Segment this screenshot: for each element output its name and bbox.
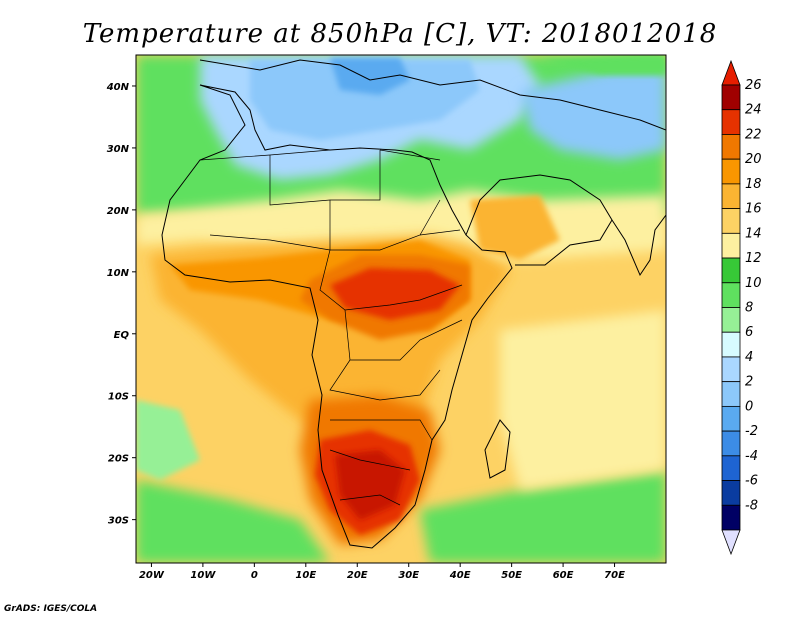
lon-tick-label: 70E: [604, 570, 625, 581]
colorbar-label: 12: [745, 251, 762, 266]
colorbar-swatch: [721, 257, 741, 284]
colorbar-label: 16: [745, 202, 762, 217]
colorbar-top-arrow: [721, 59, 741, 86]
lat-tick-label: 10N: [107, 268, 130, 279]
lat-tick-label: 20N: [107, 206, 130, 217]
longitude-axis: 20W 10W 0 10E 20E 30E 40E 50E 60E 70E: [139, 563, 625, 581]
colorbar-swatch: [721, 331, 741, 358]
lon-tick-label: 0: [251, 570, 258, 581]
map-frame: [135, 54, 667, 564]
colorbar-label: 2: [745, 375, 753, 390]
credit-text: GrADS: IGES/COLA: [4, 604, 98, 614]
colorbar-swatch: [721, 232, 741, 259]
colorbar-label: -8: [745, 498, 758, 513]
colorbar-swatch: [721, 158, 741, 185]
lat-tick-label: 30S: [108, 516, 129, 527]
lon-tick-label: 30E: [398, 570, 419, 581]
colorbar-label: -2: [745, 424, 758, 439]
colorbar-label: 4: [745, 350, 753, 365]
lon-tick-label: 40E: [449, 570, 471, 581]
temperature-field: [136, 55, 666, 563]
colorbar-swatch: [721, 405, 741, 432]
colorbar-swatch: [721, 480, 741, 506]
figure-title: Temperature at 850hPa [C], VT: 201801201…: [83, 19, 718, 49]
lon-tick-label: 10E: [295, 570, 316, 581]
lat-tick-label: 30N: [107, 144, 130, 155]
lon-tick-label: 60E: [553, 570, 574, 581]
colorbar-swatch: [721, 307, 741, 333]
colorbar-label: 26: [745, 78, 762, 93]
coastlines: [161, 59, 666, 549]
lat-tick-label: 10S: [108, 392, 129, 403]
colorbar-label: 18: [745, 177, 762, 192]
colorbar-swatch: [721, 183, 741, 210]
colorbar-bottom-arrow: [721, 529, 741, 556]
colorbar-label: 0: [745, 399, 753, 414]
colorbar-swatch: [721, 282, 741, 308]
lat-tick-label: EQ: [114, 330, 130, 341]
country-borders: [199, 149, 463, 506]
colorbar-swatch: [721, 134, 741, 160]
latitude-axis: 40N 30N 20N 10N EQ 10S 20S 30S: [106, 82, 136, 527]
colorbar-swatch: [721, 455, 741, 481]
colorbar-label: 20: [745, 152, 762, 167]
colorbar-swatch: [721, 504, 741, 531]
colorbar-label: -4: [745, 449, 758, 464]
colorbar-swatch: [721, 356, 741, 383]
colorbar-swatch: [721, 109, 741, 135]
lon-tick-label: 10W: [190, 570, 216, 581]
lon-tick-label: 20E: [347, 570, 368, 581]
colorbar-label: -6: [745, 474, 758, 489]
colorbar-swatch: [721, 381, 741, 407]
colorbar-label: 22: [745, 127, 762, 142]
colorbar-label: 24: [745, 103, 762, 118]
colorbar-swatch: [721, 430, 741, 457]
lat-tick-label: 20S: [108, 454, 129, 465]
colorbar-label: 14: [745, 226, 762, 241]
lat-tick-label: 40N: [106, 82, 130, 93]
colorbar-label: 10: [745, 276, 762, 291]
lon-tick-label: 20W: [139, 570, 165, 581]
colorbar-label: 8: [745, 301, 753, 316]
colorbar-swatch: [721, 84, 741, 111]
colorbar-swatch: [721, 208, 741, 234]
lon-tick-label: 50E: [501, 570, 522, 581]
colorbar-label: 6: [745, 325, 753, 340]
